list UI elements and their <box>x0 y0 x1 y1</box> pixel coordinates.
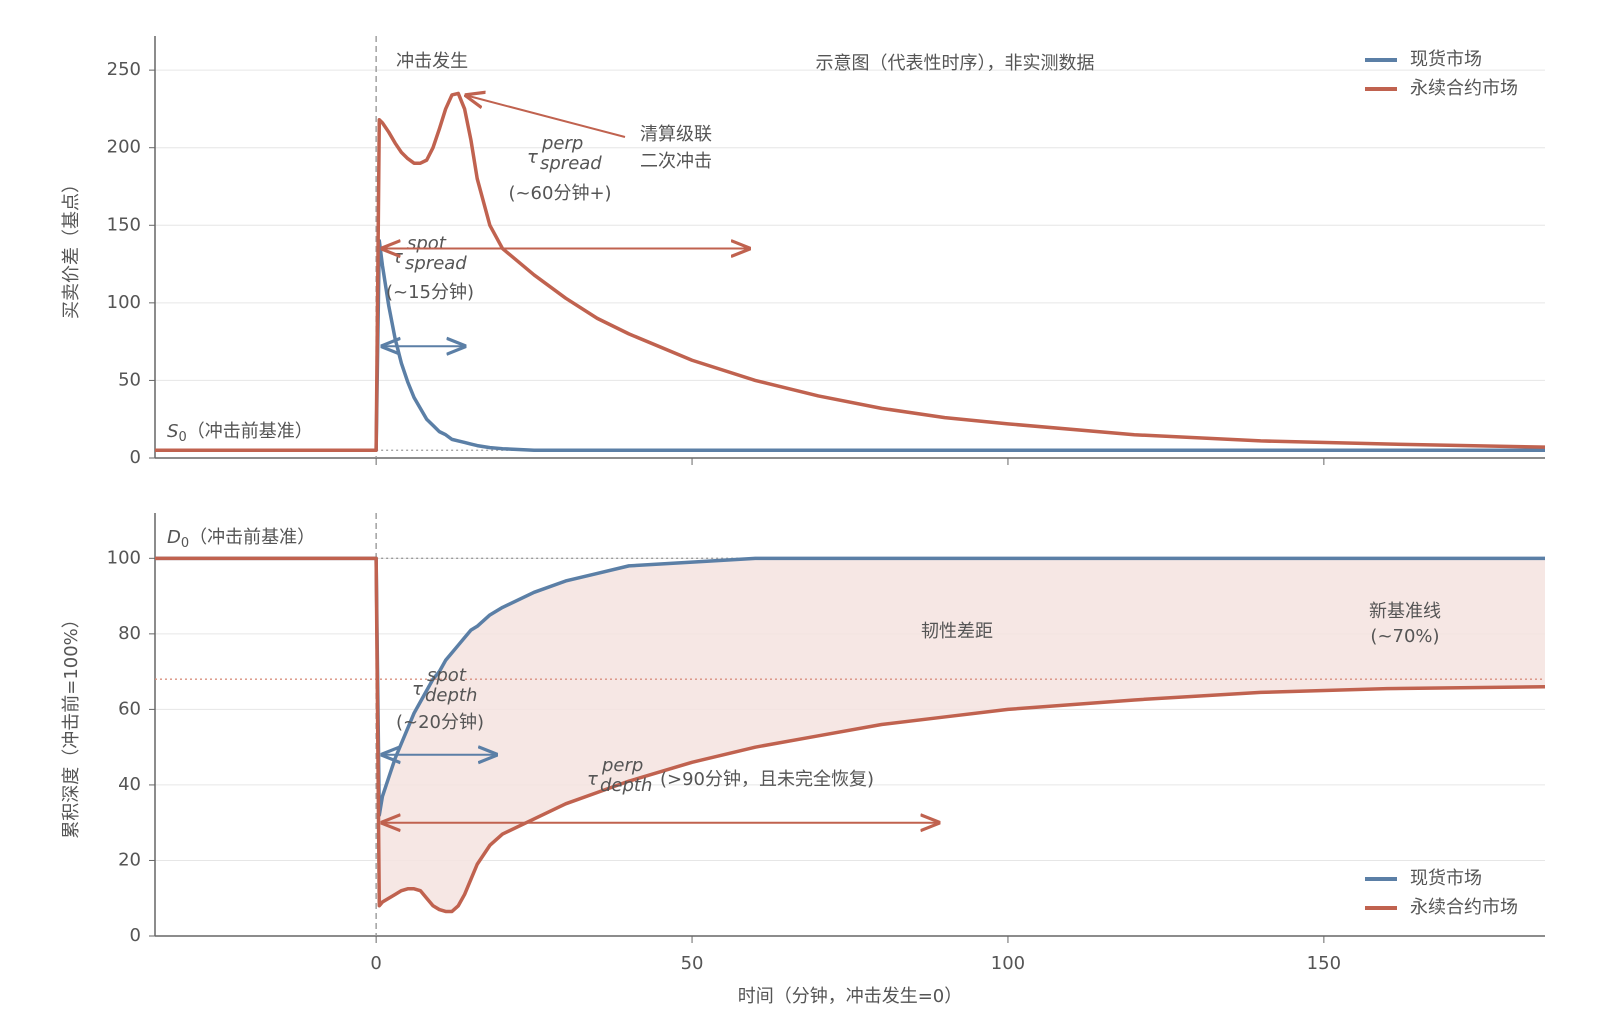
y-tick-label: 40 <box>118 774 141 795</box>
y-tick-label: 0 <box>130 925 141 946</box>
tau-note: (>90分钟，且未完全恢复) <box>660 769 874 790</box>
x-axis-label: 时间（分钟，冲击发生=0） <box>738 986 963 1007</box>
baseline-label: S0（冲击前基准） <box>167 421 313 445</box>
baseline-text: （冲击前基准） <box>187 421 313 442</box>
tau-note: (~20分钟) <box>396 712 484 733</box>
gap-label: 韧性差距 <box>921 621 993 642</box>
x-tick-label: 150 <box>1307 953 1341 974</box>
tau-sub: depth <box>425 685 477 706</box>
y-tick-label: 20 <box>118 849 141 870</box>
legend-label: 现货市场 <box>1410 49 1482 70</box>
x-tick-label: 50 <box>681 953 704 974</box>
y-tick-label: 100 <box>107 292 141 313</box>
baseline-symbol: S <box>167 421 178 442</box>
series-line <box>155 239 1545 452</box>
y-tick-label: 200 <box>107 137 141 158</box>
tau-sup: spot <box>407 233 447 254</box>
x-tick-label: 100 <box>991 953 1025 974</box>
tau-symbol: τ <box>412 679 423 700</box>
baseline-text: （冲击前基准） <box>189 527 315 548</box>
tau-sub: spread <box>405 253 467 274</box>
series-line <box>155 556 1546 914</box>
legend-label: 现货市场 <box>1410 868 1482 889</box>
new-baseline-label: (~70%) <box>1370 626 1439 647</box>
legend-label: 永续合约市场 <box>1410 78 1518 99</box>
baseline-label: D0（冲击前基准） <box>167 527 315 551</box>
baseline-symbol: D <box>167 527 181 548</box>
new-baseline-label: 新基准线 <box>1369 601 1441 622</box>
tau-sub: depth <box>600 775 652 796</box>
tau-symbol: τ <box>527 147 538 168</box>
tau-sup: perp <box>601 755 643 776</box>
legend-label: 永续合约市场 <box>1410 897 1518 918</box>
callout-text: 清算级联 <box>640 124 712 145</box>
callout-text: 二次冲击 <box>640 151 712 172</box>
baseline-sub: 0 <box>181 536 189 551</box>
tau-note: (~60分钟+) <box>508 183 611 204</box>
gap-fill <box>376 558 1545 912</box>
y-tick-label: 50 <box>118 369 141 390</box>
x-tick-label: 0 <box>370 953 381 974</box>
y-tick-label: 150 <box>107 214 141 235</box>
y-axis-label: 买卖价差（基点） <box>61 175 82 319</box>
y-axis-label: 累积深度（冲击前=100%） <box>61 610 82 839</box>
tau-symbol: τ <box>587 769 598 790</box>
subtitle: 示意图（代表性时序），非实测数据 <box>816 53 1095 74</box>
y-tick-label: 0 <box>130 447 141 468</box>
tau-symbol: τ <box>392 247 403 268</box>
y-tick-label: 250 <box>107 59 141 80</box>
tau-sup: spot <box>427 665 467 686</box>
y-tick-label: 100 <box>107 547 141 568</box>
tau-sup: perp <box>541 133 583 154</box>
shock-label: 冲击发生 <box>396 51 468 72</box>
baseline-sub: 0 <box>178 430 186 445</box>
callout-arrow <box>466 95 626 138</box>
tau-note: (~15分钟) <box>386 282 474 303</box>
y-tick-label: 80 <box>118 623 141 644</box>
series-line <box>155 91 1546 452</box>
tau-sub: spread <box>540 153 602 174</box>
y-tick-label: 60 <box>118 698 141 719</box>
